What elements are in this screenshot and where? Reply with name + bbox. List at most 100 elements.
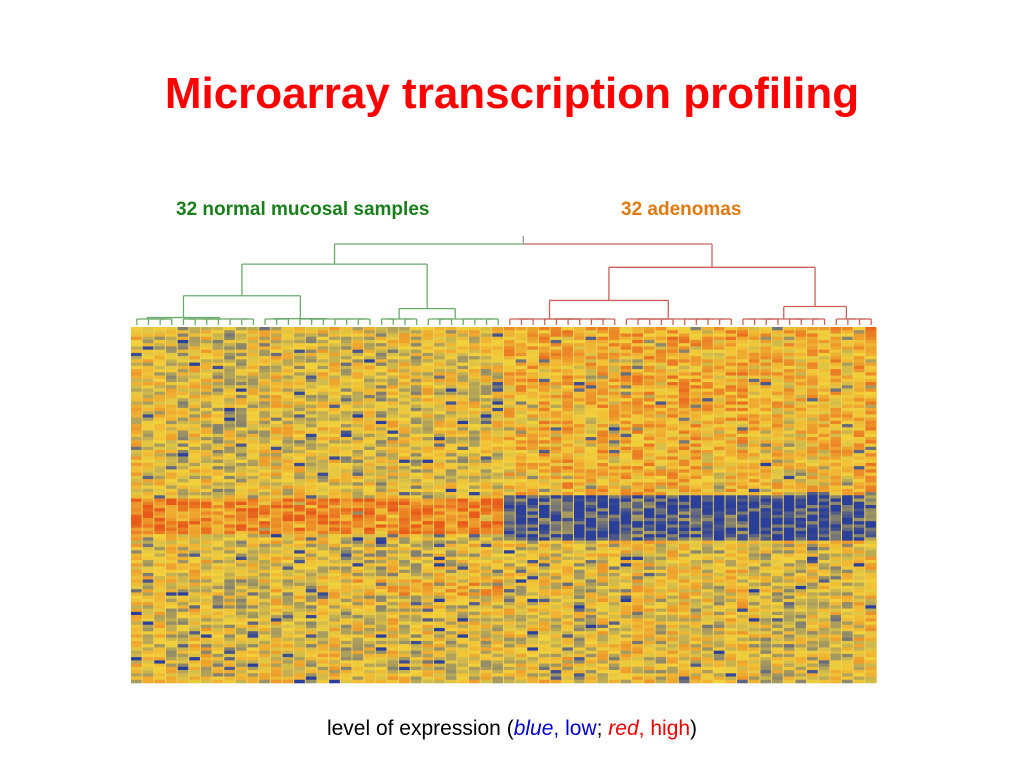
heatmap-cell [562,556,573,561]
heatmap-cell [364,653,375,658]
heatmap-cell [445,472,457,477]
heatmap-cell [224,637,235,642]
heatmap-cell [142,631,154,635]
heatmap-cell [375,514,387,519]
heatmap-cell [200,563,212,567]
heatmap-cell [445,466,457,470]
heatmap-cell [352,650,364,655]
heatmap-cell [212,495,224,499]
heatmap-cell [154,492,165,496]
heatmap-cell [387,582,399,587]
heatmap-cell [504,417,515,422]
heatmap-cell [434,459,445,464]
heatmap-cell [224,446,235,451]
heatmap-cell [364,333,375,338]
heatmap-cell [375,333,387,338]
heatmap-cell [200,330,212,334]
heatmap-cell [597,511,608,516]
heatmap-cell [562,498,573,503]
heatmap-cell [515,453,527,457]
heatmap-cell [235,679,247,684]
heatmap-cell [131,498,142,503]
heatmap-cell [550,508,562,512]
heatmap-cell [585,333,597,338]
heatmap-cell [375,640,387,645]
heatmap-cell [480,420,492,425]
heatmap-cell [189,333,200,338]
heatmap-cell [434,479,445,483]
heatmap-cell [375,492,387,496]
heatmap-cell [445,592,457,596]
heatmap-cell [142,446,154,451]
heatmap-cell [329,644,340,648]
heatmap-cell [212,621,224,626]
heatmap-cell [550,327,562,331]
heatmap-cell [515,514,527,519]
heatmap-cell [282,420,294,425]
heatmap-cell [422,627,434,632]
heatmap-cell [422,569,434,574]
heatmap-cell [305,394,317,399]
heatmap-cell [352,676,364,681]
heatmap-cell [608,492,620,496]
heatmap-cell [282,550,294,554]
heatmap-cell [352,663,364,668]
heatmap-cell [189,327,200,331]
heatmap-cell [294,388,305,393]
heatmap-cell [294,631,305,635]
heatmap-cell [352,469,364,473]
heatmap-cell [573,560,585,564]
heatmap-cell [247,569,259,574]
heatmap-cell [469,407,480,412]
heatmap-cell [434,566,445,571]
heatmap-cell [469,346,480,350]
heatmap-cell [410,537,422,541]
heatmap-cell [469,505,480,509]
heatmap-cell [573,547,585,551]
heatmap-cell [469,663,480,668]
heatmap-cell [480,676,492,681]
heatmap-cell [620,495,632,499]
heatmap-cell [270,446,282,451]
heatmap-cell [294,511,305,516]
heatmap-cell [154,517,165,522]
heatmap-cell [165,670,177,674]
heatmap-cell [154,417,165,422]
heatmap-cell [550,333,562,338]
heatmap-cell [538,563,550,567]
heatmap-cell [469,394,480,399]
heatmap-cell [585,572,597,577]
heatmap-cell [224,495,235,499]
heatmap-cell [305,369,317,373]
heatmap-cell [294,676,305,681]
heatmap-cell [480,514,492,519]
heatmap-cell [608,572,620,577]
heatmap-cell [434,398,445,402]
heatmap-cell [585,663,597,668]
heatmap-cell [340,621,352,626]
heatmap-cell [165,634,177,638]
heatmap-cell [212,550,224,554]
heatmap-cell [142,440,154,444]
heatmap-cell [305,424,317,428]
heatmap-cell [515,530,527,535]
heatmap-cell [515,346,527,350]
heatmap-cell [457,547,469,551]
heatmap-cell [480,430,492,435]
heatmap-cell [154,637,165,642]
heatmap-cell [562,670,573,674]
heatmap-cell [515,424,527,428]
heatmap-cell [550,349,562,354]
heatmap-cell [608,585,620,590]
heatmap-cell [282,569,294,574]
heatmap-cell [189,560,200,564]
heatmap-cell [200,485,212,490]
heatmap-cell [480,627,492,632]
heatmap-cell [131,391,142,396]
heatmap-cell [329,553,340,558]
heatmap-cell [364,365,375,370]
heatmap-cell [282,572,294,577]
heatmap-cell [620,618,632,622]
heatmap-cell [422,385,434,389]
heatmap-cell [364,514,375,519]
